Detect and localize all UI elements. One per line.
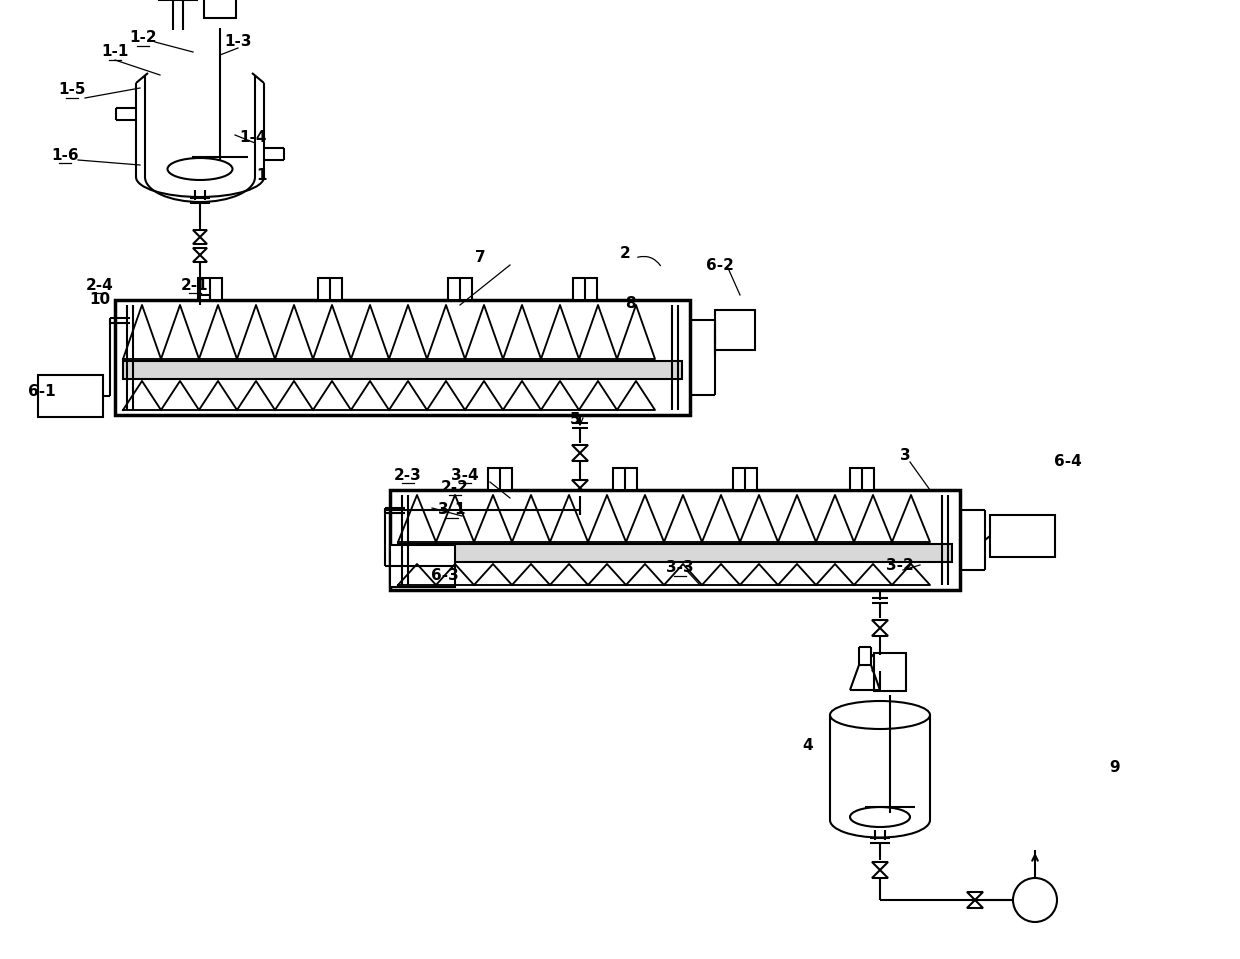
Bar (123, 361, 682, 379)
Bar (874, 653, 906, 691)
Bar (38, 375, 103, 417)
Text: 3-3: 3-3 (666, 560, 694, 575)
Text: 1-3: 1-3 (224, 35, 252, 50)
Bar (205, 0, 236, 18)
Text: 6-2: 6-2 (706, 258, 734, 272)
Text: 6-1: 6-1 (29, 385, 56, 400)
Bar (733, 468, 756, 490)
Bar (391, 490, 960, 590)
Text: 10: 10 (89, 292, 110, 308)
Text: 1-6: 1-6 (51, 148, 79, 162)
Text: 1-2: 1-2 (129, 31, 156, 45)
Bar (573, 278, 596, 300)
Bar (849, 468, 874, 490)
Text: 3: 3 (900, 448, 910, 462)
Text: 4: 4 (802, 737, 813, 753)
Bar (715, 310, 755, 350)
Text: 9: 9 (1110, 760, 1120, 776)
Text: 8: 8 (625, 295, 635, 311)
Text: 6-4: 6-4 (1054, 455, 1081, 470)
Bar (489, 468, 512, 490)
Bar (317, 278, 342, 300)
Text: 1: 1 (257, 168, 268, 182)
Text: 3-4: 3-4 (451, 467, 479, 482)
Text: 1-5: 1-5 (58, 82, 86, 98)
Bar (391, 545, 455, 587)
Text: 1-1: 1-1 (102, 44, 129, 59)
Text: 6-3: 6-3 (432, 568, 459, 582)
Text: 3-2: 3-2 (887, 557, 914, 573)
Text: 2-1: 2-1 (181, 277, 208, 292)
Bar (448, 278, 472, 300)
Bar (990, 515, 1055, 557)
Text: 3-1: 3-1 (438, 503, 466, 518)
Text: 2: 2 (620, 246, 630, 261)
Text: 2-2: 2-2 (441, 480, 469, 495)
Text: 2-4: 2-4 (86, 277, 114, 292)
Bar (198, 278, 222, 300)
Bar (613, 468, 637, 490)
Text: 7: 7 (475, 250, 485, 266)
Bar (398, 544, 952, 562)
Bar (115, 300, 689, 415)
Text: 2-3: 2-3 (394, 467, 422, 482)
Text: 1-4: 1-4 (239, 130, 267, 146)
Text: 5: 5 (569, 412, 580, 428)
